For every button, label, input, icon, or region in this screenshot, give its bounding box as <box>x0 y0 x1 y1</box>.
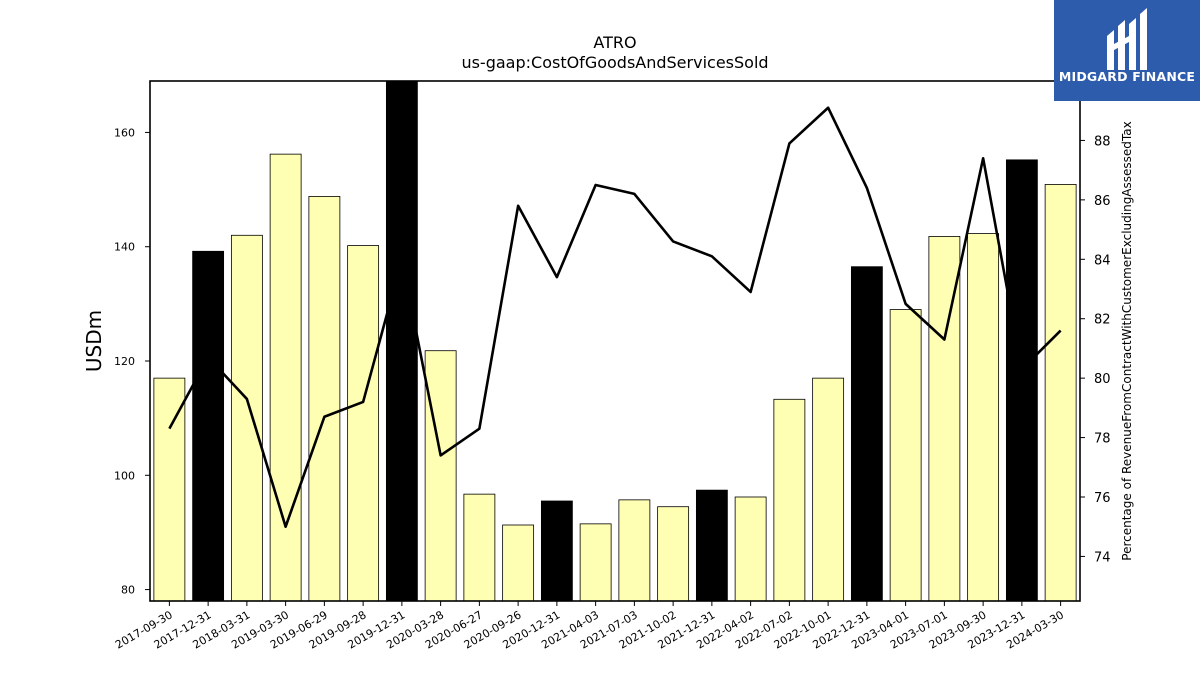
y2-tick-label-88: 88 <box>1094 134 1111 149</box>
bar-2017-12-31 <box>192 250 225 602</box>
bar-2021-10-02 <box>657 506 690 602</box>
y-axis-label: USDm <box>82 310 106 372</box>
y2-tick-label-76: 76 <box>1094 491 1111 506</box>
bar-2023-04-01 <box>889 309 922 602</box>
y-tick-label-80: 80 <box>121 584 135 597</box>
y2-tick-label-74: 74 <box>1094 550 1111 565</box>
bar-2022-10-01 <box>812 377 845 602</box>
bar-2019-12-31 <box>385 80 418 602</box>
y2-tick-label-84: 84 <box>1094 253 1111 268</box>
y-tick-label-100: 100 <box>114 469 135 482</box>
bar-2022-07-02 <box>773 398 806 602</box>
logo-text: MIDGARD FINANCE <box>1059 69 1195 84</box>
bar-2024-03-30 <box>1044 184 1077 602</box>
y2-axis-label: Percentage of RevenueFromContractWithCus… <box>1120 121 1134 560</box>
bar-2019-09-28 <box>347 245 380 602</box>
bar-2023-09-30 <box>967 233 1000 602</box>
bar-2019-03-30 <box>269 153 302 602</box>
line-group <box>168 106 1062 529</box>
bar-2020-06-27 <box>463 493 496 602</box>
chart-title: ATRO <box>593 33 636 52</box>
y2-tick-label-86: 86 <box>1094 194 1111 209</box>
y-tick-label-140: 140 <box>114 241 135 254</box>
y2-tick-label-78: 78 <box>1094 432 1111 447</box>
bar-2017-09-30 <box>153 377 186 602</box>
bar-2023-12-31 <box>1005 159 1038 602</box>
y-tick-label-120: 120 <box>114 355 135 368</box>
bar-2021-12-31 <box>695 489 728 602</box>
bar-2020-03-28 <box>424 350 457 602</box>
bar-2021-04-03 <box>579 523 612 602</box>
midgard-finance-logo: MIDGARD FINANCE <box>1054 0 1200 101</box>
logo-mark-icon <box>1107 8 1147 70</box>
bars-group <box>153 80 1077 602</box>
y2-tick-label-82: 82 <box>1094 313 1111 328</box>
bar-2020-12-31 <box>540 500 573 602</box>
bar-2019-06-29 <box>308 196 341 602</box>
chart-subtitle: us-gaap:CostOfGoodsAndServicesSold <box>461 53 768 72</box>
bar-2020-09-26 <box>502 524 535 602</box>
bar-2022-04-02 <box>734 496 767 602</box>
y2-tick-label-80: 80 <box>1094 372 1111 387</box>
y-tick-label-160: 160 <box>114 126 135 139</box>
logo-background <box>1054 0 1200 101</box>
line-series-percentage <box>168 106 1062 529</box>
plot-frame <box>149 80 1081 602</box>
bar-2022-12-31 <box>850 266 883 602</box>
bar-2018-03-31 <box>230 234 263 602</box>
bar-2021-07-03 <box>618 499 651 602</box>
